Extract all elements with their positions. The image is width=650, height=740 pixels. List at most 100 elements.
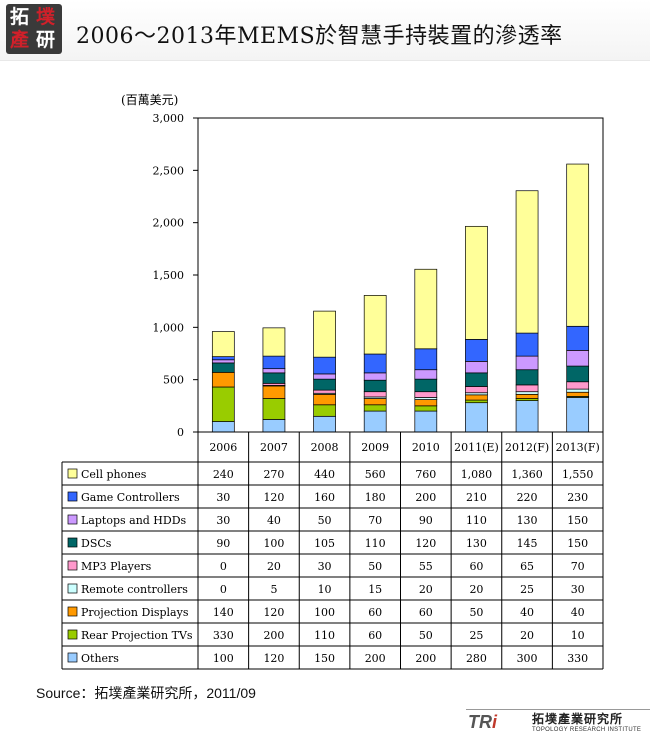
- x-tick-label: 2008: [311, 441, 339, 454]
- brand-name-cn: 拓墣產業研究所: [532, 712, 624, 726]
- data-label: 60: [368, 629, 382, 642]
- legend-label: Projection Displays: [81, 606, 189, 619]
- source-note: Source：拓墣產業研究所，2011/09: [36, 685, 256, 701]
- x-tick-label: 2013(F): [556, 441, 600, 454]
- bar-segment: [363, 379, 387, 393]
- bar-segment: [465, 361, 488, 374]
- data-label: 110: [466, 514, 487, 527]
- data-label: 60: [419, 606, 433, 619]
- bar-segment: [566, 391, 590, 397]
- data-label: 560: [365, 468, 386, 481]
- data-label: 30: [318, 560, 332, 573]
- bar-segment: [313, 310, 336, 358]
- data-label: 0: [220, 583, 227, 596]
- data-label: 100: [213, 652, 234, 665]
- data-label: 20: [469, 583, 483, 596]
- legend-swatch: [67, 514, 78, 525]
- data-label: 55: [419, 560, 433, 573]
- brand-letter-i: i: [492, 712, 498, 732]
- data-label: 10: [318, 583, 332, 596]
- data-label: 25: [469, 629, 483, 642]
- data-label: 90: [216, 537, 230, 550]
- y-tick-label: 0: [177, 426, 184, 439]
- bar-segment: [363, 353, 387, 374]
- data-label: 30: [216, 491, 230, 504]
- data-label: 130: [517, 514, 538, 527]
- bar-segment: [262, 385, 286, 399]
- data-label: 220: [517, 491, 538, 504]
- data-label: 120: [263, 606, 284, 619]
- bar-segment: [414, 405, 438, 412]
- bar-segment: [363, 398, 387, 406]
- bar-segment: [515, 355, 539, 371]
- page-title: 2006～2013年MEMS於智慧手持裝置的滲透率: [76, 24, 563, 49]
- legend-swatch: [67, 537, 78, 548]
- data-label: 40: [571, 606, 585, 619]
- bar-segment: [313, 404, 336, 417]
- bar-segment: [515, 190, 539, 334]
- data-label: 270: [263, 468, 284, 481]
- legend-swatch: [67, 468, 78, 479]
- bar-segment: [262, 355, 286, 370]
- bar-segment: [465, 399, 488, 404]
- data-label: 30: [216, 514, 230, 527]
- data-label: 240: [213, 468, 234, 481]
- data-label: 30: [571, 583, 585, 596]
- bar-segment: [211, 362, 235, 373]
- data-label: 1,360: [511, 468, 543, 481]
- bar-segment: [465, 386, 488, 394]
- bar-segment: [515, 393, 539, 399]
- brand-letters: TR: [468, 712, 492, 732]
- data-label: 0: [220, 560, 227, 573]
- x-tick-label: 2011(E): [454, 441, 499, 454]
- y-tick-label: 2,000: [153, 217, 185, 230]
- data-label: 50: [419, 629, 433, 642]
- logo-char: 研: [36, 29, 56, 51]
- bar-segment: [363, 372, 387, 381]
- bar-segment: [211, 386, 235, 422]
- bar-segment: [414, 399, 438, 407]
- bar-segment: [363, 404, 387, 412]
- data-label: 25: [520, 583, 534, 596]
- bar-segment: [414, 378, 438, 393]
- data-label: 60: [368, 606, 382, 619]
- x-tick-label: 2012(F): [505, 441, 549, 454]
- data-label: 200: [415, 652, 436, 665]
- bar-segment: [414, 348, 438, 371]
- footer-divider: [466, 709, 650, 710]
- bar-segment: [313, 393, 336, 406]
- data-label: 200: [415, 491, 436, 504]
- data-label: 300: [517, 652, 538, 665]
- data-label: 200: [263, 629, 284, 642]
- legend-label: Remote controllers: [81, 583, 188, 596]
- bar-segment: [515, 384, 539, 393]
- data-label: 760: [415, 468, 436, 481]
- data-label: 65: [520, 560, 534, 573]
- bar-segment: [262, 398, 286, 420]
- data-label: 200: [365, 652, 386, 665]
- data-label: 180: [365, 491, 386, 504]
- legend-label: DSCs: [81, 537, 112, 550]
- bar-segment: [363, 410, 387, 433]
- bar-segment: [566, 350, 590, 367]
- bar-segment: [414, 410, 438, 433]
- data-label: 150: [567, 514, 588, 527]
- bar-segment: [566, 325, 590, 351]
- data-label: 50: [318, 514, 332, 527]
- bar-segment: [465, 372, 488, 387]
- data-label: 230: [567, 491, 588, 504]
- data-label: 15: [368, 583, 382, 596]
- data-label: 330: [213, 629, 234, 642]
- data-label: 110: [314, 629, 335, 642]
- brand-name-en: TOPOLOGY RESEARCH INSTITUTE: [532, 727, 642, 733]
- bar-segment: [313, 415, 336, 433]
- bar-segment: [566, 388, 590, 393]
- data-label: 330: [567, 652, 588, 665]
- data-label: 1,550: [562, 468, 594, 481]
- bar-segment: [313, 356, 336, 375]
- data-label: 50: [469, 606, 483, 619]
- data-label: 10: [571, 629, 585, 642]
- bar-segment: [414, 391, 438, 398]
- data-label: 210: [466, 491, 487, 504]
